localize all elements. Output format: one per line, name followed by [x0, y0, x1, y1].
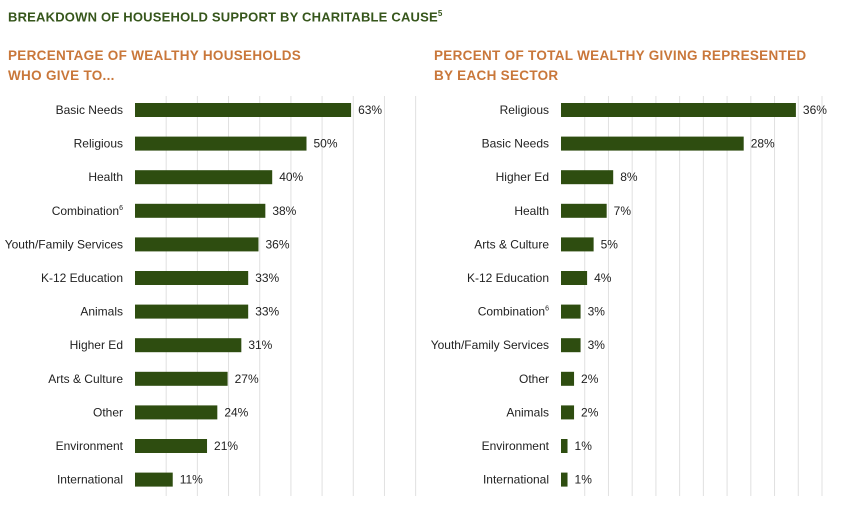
left-value-label: 40%	[279, 170, 303, 184]
left-value-label: 31%	[248, 338, 272, 352]
right-category-label: Religious	[500, 103, 549, 117]
right-bar	[561, 371, 575, 386]
left-bar	[135, 170, 273, 185]
right-category-label: Health	[514, 204, 549, 218]
left-category-label: Environment	[56, 439, 124, 453]
right-bar	[561, 405, 575, 420]
left-chart-title: PERCENTAGE OF WEALTHY HOUSEHOLDS WHO GIV…	[8, 46, 338, 86]
left-chart-title-line-1: PERCENTAGE OF WEALTHY HOUSEHOLDS	[8, 48, 302, 63]
left-bar-chart: Basic Needs 63% Religious 50% Health 40% Combi…	[5, 96, 417, 496]
left-bar	[135, 439, 208, 453]
right-bar	[561, 271, 588, 285]
right-category-label: Higher Ed	[496, 170, 549, 184]
right-value-label: 4%	[594, 271, 612, 285]
right-bar	[561, 304, 581, 319]
right-value-label: 8%	[620, 170, 638, 184]
left-category-label: Health	[88, 170, 123, 184]
left-category-label: Higher Ed	[70, 338, 123, 352]
right-bar	[561, 237, 594, 252]
left-bar	[135, 237, 259, 252]
left-bar	[135, 103, 352, 117]
left-bar	[135, 338, 242, 353]
left-category-label: Religious	[74, 137, 123, 151]
left-bar	[135, 371, 228, 386]
right-bar	[561, 439, 568, 453]
right-value-label: 7%	[614, 204, 632, 218]
right-value-label: 1%	[575, 439, 593, 453]
left-category-label: Other	[93, 405, 123, 419]
left-value-label: 24%	[224, 405, 248, 419]
left-value-label: 33%	[255, 271, 279, 285]
right-value-label: 5%	[601, 237, 619, 251]
left-value-label: 50%	[314, 137, 338, 151]
right-chart-title: PERCENT OF TOTAL WEALTHY GIVING REPRESEN…	[434, 46, 834, 86]
left-value-label: 36%	[265, 237, 289, 251]
left-category-label: Animals	[80, 305, 123, 319]
main-title: BREAKDOWN OF HOUSEHOLD SUPPORT BY CHARIT…	[8, 9, 443, 25]
right-bar	[561, 472, 568, 487]
right-value-label: 2%	[581, 405, 599, 419]
right-value-label: 3%	[588, 305, 606, 319]
right-category-label: Animals	[506, 405, 549, 419]
left-category-label: International	[57, 473, 123, 487]
left-category-label: Basic Needs	[56, 103, 123, 117]
right-category-label: Combination6	[478, 305, 549, 319]
left-value-label: 21%	[214, 439, 238, 453]
left-bar	[135, 203, 266, 218]
right-category-label: Arts & Culture	[474, 237, 549, 251]
right-category-label: International	[483, 473, 549, 487]
left-value-label: 63%	[358, 103, 382, 117]
left-value-label: 27%	[235, 372, 259, 386]
right-value-label: 28%	[751, 137, 775, 151]
left-value-label: 11%	[180, 473, 203, 487]
right-bar	[561, 338, 581, 353]
right-bar-chart: Religious 36% Basic Needs 28% Higher Ed 8% Hea…	[431, 96, 827, 496]
left-category-label: Youth/Family Services	[5, 237, 123, 251]
left-value-label: 33%	[255, 305, 279, 319]
left-bar	[135, 271, 249, 285]
right-category-label: K-12 Education	[467, 271, 549, 285]
left-category-label: Arts & Culture	[48, 372, 123, 386]
right-chart-title-line-2: BY EACH SECTOR	[434, 68, 559, 83]
left-category-label: K-12 Education	[41, 271, 123, 285]
right-category-footnote: 6	[545, 306, 549, 313]
right-bar	[561, 103, 796, 117]
left-bar	[135, 405, 218, 420]
right-category-label: Environment	[482, 439, 550, 453]
right-category-label: Other	[519, 372, 549, 386]
title-footnote: 5	[437, 9, 443, 18]
right-bar	[561, 170, 614, 185]
right-value-label: 3%	[588, 338, 606, 352]
left-category-footnote: 6	[119, 205, 123, 212]
left-value-label: 38%	[272, 204, 296, 218]
right-bar	[561, 203, 607, 218]
left-bar	[135, 472, 173, 487]
right-value-label: 36%	[803, 103, 827, 117]
left-chart-title-line-2: WHO GIVE TO...	[8, 68, 115, 83]
left-bar	[135, 136, 307, 151]
right-category-label: Basic Needs	[482, 137, 549, 151]
right-value-label: 1%	[575, 473, 593, 487]
left-bar	[135, 304, 249, 319]
right-category-label: Youth/Family Services	[431, 338, 549, 352]
right-chart-title-line-1: PERCENT OF TOTAL WEALTHY GIVING REPRESEN…	[434, 48, 807, 63]
left-category-label: Combination6	[52, 204, 123, 218]
right-bar	[561, 136, 744, 151]
right-value-label: 2%	[581, 372, 599, 386]
